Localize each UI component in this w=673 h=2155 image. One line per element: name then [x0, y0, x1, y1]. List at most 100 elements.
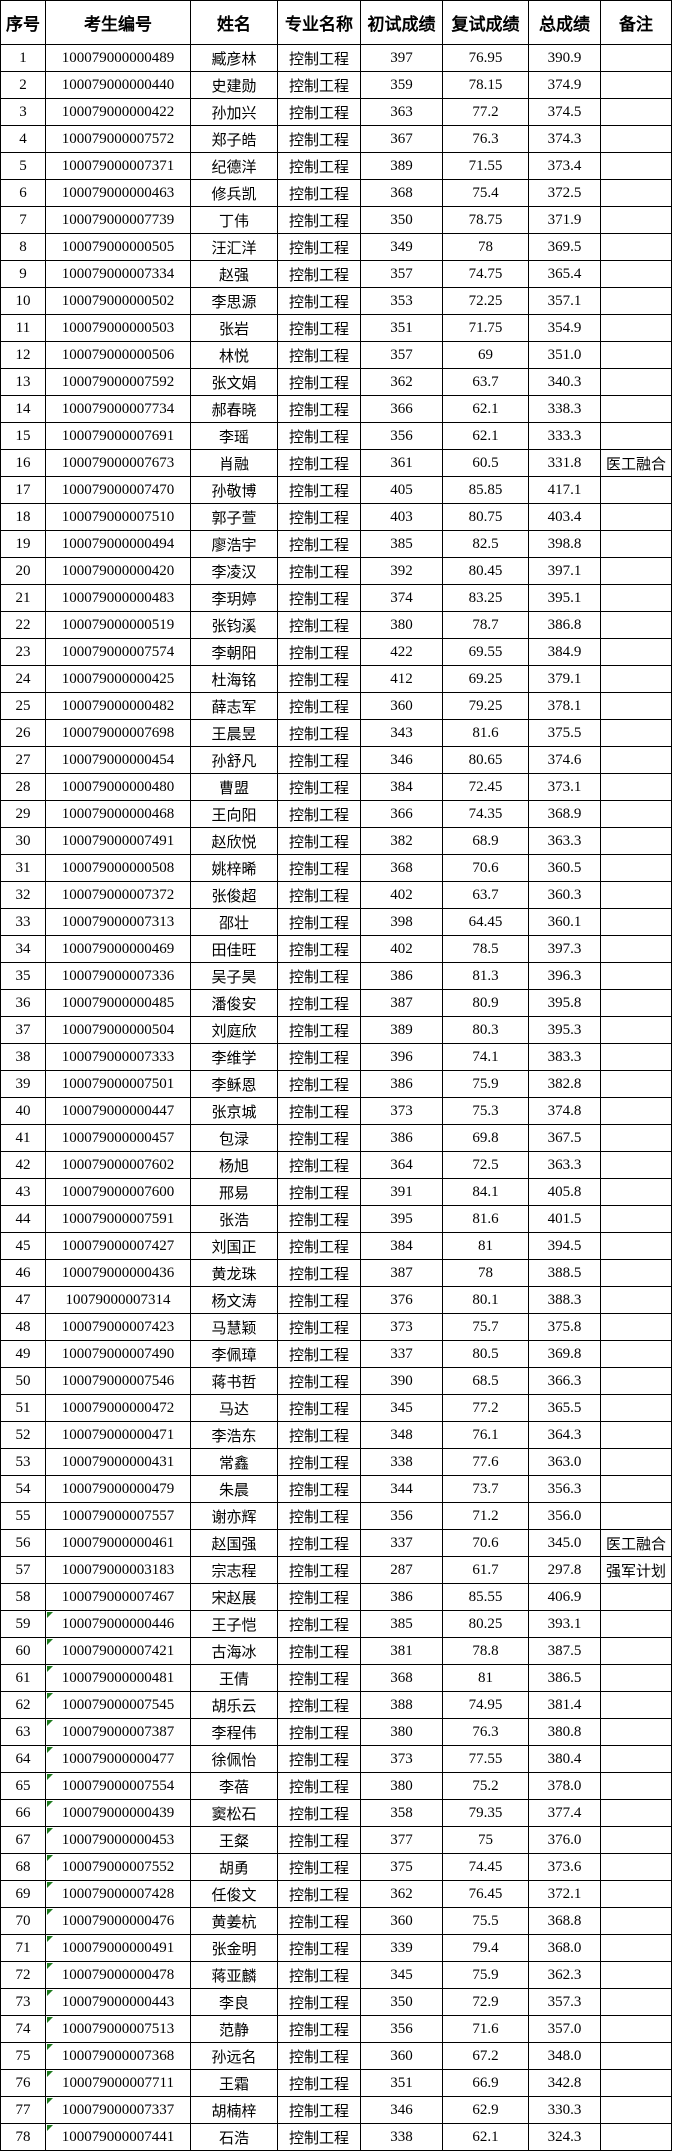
cell-name: 李浩东	[190, 1421, 278, 1449]
cell-remark	[600, 719, 672, 747]
cell-total-score: 395.3	[528, 1016, 601, 1044]
cell-name: 李瑶	[190, 422, 278, 450]
table-row: 71 100079000000491 张金明 控制工程 339 79.4 368.0	[0, 1934, 672, 1962]
cell-total-score: 396.3	[528, 962, 601, 990]
cell-initial-score: 388	[360, 1691, 443, 1719]
cell-index: 34	[0, 935, 46, 963]
cell-total-score: 345.0	[528, 1529, 601, 1557]
table-row: 31 100079000000508 姚梓晞 控制工程 368 70.6 360.5	[0, 854, 672, 882]
cell-total-score: 401.5	[528, 1205, 601, 1233]
cell-remark	[600, 530, 672, 558]
cell-name: 潘俊安	[190, 989, 278, 1017]
cell-retest-score: 78.15	[442, 71, 529, 99]
table-row: 16 100079000007673 肖融 控制工程 361 60.5 331.8 医工融合	[0, 449, 672, 477]
cell-index: 47	[0, 1286, 46, 1314]
cell-remark	[600, 773, 672, 801]
cell-error-indicator-icon	[47, 2017, 53, 2023]
cell-retest-score: 78	[442, 1259, 529, 1287]
cell-name: 李朝阳	[190, 638, 278, 666]
cell-remark	[600, 1043, 672, 1071]
table-row: 73 100079000000443 李良 控制工程 350 72.9 357.3	[0, 1988, 672, 2016]
cell-retest-score: 74.95	[442, 1691, 529, 1719]
cell-remark	[600, 1664, 672, 1692]
cell-total-score: 398.8	[528, 530, 601, 558]
cell-major: 控制工程	[277, 908, 361, 936]
cell-index: 55	[0, 1502, 46, 1530]
cell-retest-score: 69	[442, 341, 529, 369]
cell-initial-score: 357	[360, 260, 443, 288]
cell-index: 1	[0, 44, 46, 72]
cell-remark	[600, 1097, 672, 1125]
cell-retest-score: 80.25	[442, 1610, 529, 1638]
table-row: 68 100079000007552 胡勇 控制工程 375 74.45 373.6	[0, 1853, 672, 1881]
cell-initial-score: 346	[360, 2096, 443, 2124]
table-row: 6 100079000000463 修兵凯 控制工程 368 75.4 372.5	[0, 179, 672, 207]
cell-remark	[600, 152, 672, 180]
cell-candidate-id: 100079000000420	[45, 557, 191, 585]
cell-name: 廖浩宇	[190, 530, 278, 558]
cell-remark	[600, 1205, 672, 1233]
cell-initial-score: 348	[360, 1421, 443, 1449]
cell-initial-score: 373	[360, 1313, 443, 1341]
cell-total-score: 373.1	[528, 773, 601, 801]
table-row: 39 100079000007501 李稣恩 控制工程 386 75.9 382.8	[0, 1070, 672, 1098]
cell-name: 李程伟	[190, 1718, 278, 1746]
table-row: 62 100079000007545 胡乐云 控制工程 388 74.95 381.4	[0, 1691, 672, 1719]
cell-index: 32	[0, 881, 46, 909]
cell-major: 控制工程	[277, 368, 361, 396]
column-header-name: 姓名	[190, 0, 278, 45]
cell-remark	[600, 98, 672, 126]
cell-error-indicator-icon	[47, 2071, 53, 2077]
cell-candidate-id: 100079000007673	[45, 449, 191, 477]
cell-index: 73	[0, 1988, 46, 2016]
cell-error-indicator-icon	[47, 1612, 53, 1618]
cell-name: 包渌	[190, 1124, 278, 1152]
cell-remark	[600, 260, 672, 288]
cell-remark	[600, 692, 672, 720]
cell-candidate-id: 100079000000425	[45, 665, 191, 693]
cell-remark	[600, 395, 672, 423]
cell-retest-score: 85.55	[442, 1583, 529, 1611]
cell-candidate-id: 100079000007574	[45, 638, 191, 666]
cell-total-score: 374.5	[528, 98, 601, 126]
cell-initial-score: 351	[360, 2069, 443, 2097]
cell-candidate-id: 100079000007557	[45, 1502, 191, 1530]
cell-error-indicator-icon	[47, 2044, 53, 2050]
cell-candidate-id: 100079000007470	[45, 476, 191, 504]
cell-name: 王子恺	[190, 1610, 278, 1638]
cell-index: 22	[0, 611, 46, 639]
cell-candidate-id: 100079000007572	[45, 125, 191, 153]
cell-total-score: 330.3	[528, 2096, 601, 2124]
cell-candidate-id: 100079000007602	[45, 1151, 191, 1179]
cell-initial-score: 397	[360, 44, 443, 72]
cell-index: 8	[0, 233, 46, 261]
cell-initial-score: 373	[360, 1745, 443, 1773]
cell-retest-score: 69.25	[442, 665, 529, 693]
cell-index: 53	[0, 1448, 46, 1476]
cell-remark	[600, 1610, 672, 1638]
cell-index: 59	[0, 1610, 46, 1638]
cell-major: 控制工程	[277, 1151, 361, 1179]
cell-remark	[600, 1880, 672, 1908]
cell-major: 控制工程	[277, 206, 361, 234]
cell-retest-score: 83.25	[442, 584, 529, 612]
cell-initial-score: 386	[360, 962, 443, 990]
cell-remark	[600, 2015, 672, 2043]
cell-retest-score: 77.2	[442, 1394, 529, 1422]
table-row: 3 100079000000422 孙加兴 控制工程 363 77.2 374.5	[0, 98, 672, 126]
cell-total-score: 373.6	[528, 1853, 601, 1881]
cell-major: 控制工程	[277, 1340, 361, 1368]
cell-retest-score: 71.2	[442, 1502, 529, 1530]
cell-retest-score: 62.1	[442, 2123, 529, 2151]
cell-name: 孙舒凡	[190, 746, 278, 774]
cell-error-indicator-icon	[47, 1666, 53, 1672]
cell-remark	[600, 1151, 672, 1179]
cell-candidate-id: 100079000007592	[45, 368, 191, 396]
cell-initial-score: 389	[360, 1016, 443, 1044]
cell-candidate-id: 100079000000457	[45, 1124, 191, 1152]
cell-total-score: 395.8	[528, 989, 601, 1017]
cell-retest-score: 74.35	[442, 800, 529, 828]
cell-index: 75	[0, 2042, 46, 2070]
cell-candidate-id: 100079000007513	[45, 2015, 191, 2043]
cell-total-score: 368.0	[528, 1934, 601, 1962]
